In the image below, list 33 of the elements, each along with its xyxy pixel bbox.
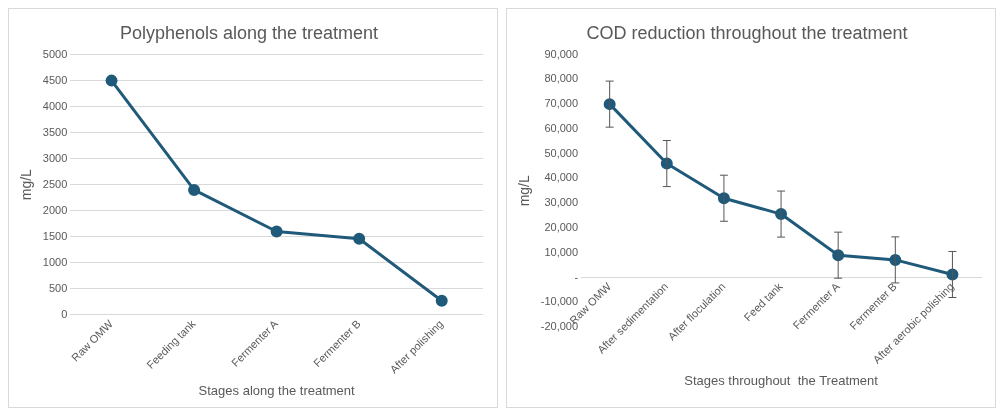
y-tick-label: 2500 <box>42 177 68 190</box>
chart-title: Polyphenols along the treatment <box>119 22 379 43</box>
y-tick-label: 3000 <box>42 151 68 164</box>
y-tick-label: 4000 <box>42 99 68 112</box>
y-tick-label: 1500 <box>42 229 68 242</box>
y-tick-label: 70,000 <box>544 97 579 110</box>
y-tick-label: 90,000 <box>544 47 579 60</box>
y-tick-label: 1000 <box>42 255 68 268</box>
point <box>188 183 201 196</box>
point <box>105 74 118 87</box>
y-tick-label: 80,000 <box>544 72 579 85</box>
y-tick-label: 5000 <box>42 47 68 60</box>
y-tick-label: 3500 <box>42 125 68 138</box>
y-axis-title: mg/L <box>516 175 533 207</box>
point <box>435 294 448 307</box>
y-tick-label: - <box>574 270 579 283</box>
y-axis-title: mg/L <box>18 168 35 201</box>
y-tick-label: 10,000 <box>544 245 579 258</box>
x-axis-title: Stages along the treatment <box>198 382 356 398</box>
y-tick-label: 4500 <box>42 73 68 86</box>
chart-title: COD reduction throughout the treatment <box>586 22 908 43</box>
y-tick-label: 20,000 <box>544 220 579 233</box>
y-tick-label: 30,000 <box>544 196 579 209</box>
y-tick-label: 0 <box>61 307 68 320</box>
y-tick-label: 500 <box>48 281 68 294</box>
y-tick-label: 2000 <box>42 203 68 216</box>
y-tick-label: 40,000 <box>544 171 579 184</box>
y-tick-label: 60,000 <box>544 121 579 134</box>
y-tick-label: 50,000 <box>544 146 579 159</box>
x-axis-title: Stages throughout the Treatment <box>684 373 879 389</box>
y-tick-label: -10,000 <box>540 295 579 308</box>
point <box>353 232 366 245</box>
point <box>270 225 283 238</box>
